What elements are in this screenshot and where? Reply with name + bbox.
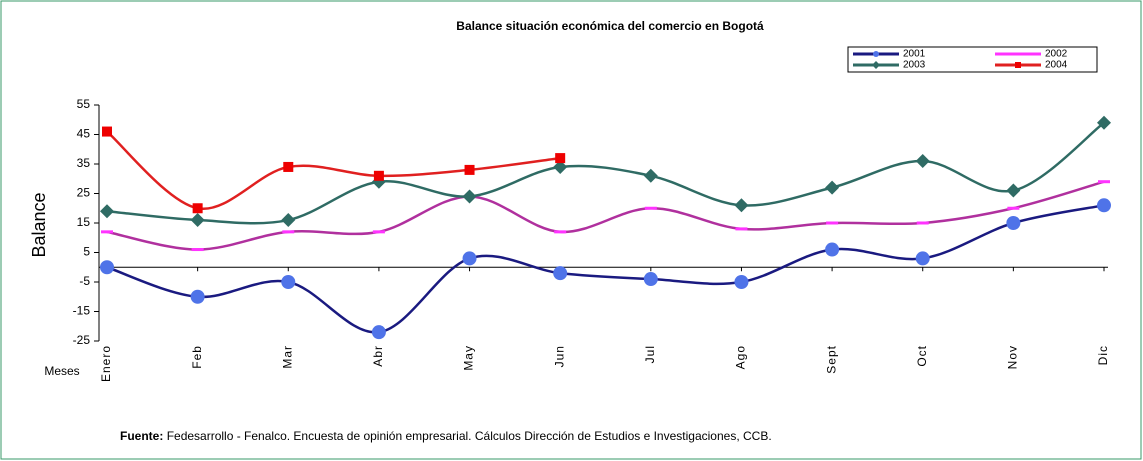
point [190,289,205,304]
y-tick-label: -15 [73,304,91,318]
x-tick-label: Enero [99,345,113,382]
point [464,164,475,175]
point [915,251,930,266]
x-tick-label: Ago [734,345,748,369]
point [281,213,296,228]
point [873,51,879,57]
chart-title: Balance situación económica del comercio… [456,19,764,33]
point [1006,183,1021,198]
legend [847,46,1098,73]
point [1006,216,1021,230]
source-text: Fedesarrollo - Fenalco. Encuesta de opin… [167,429,772,443]
point [281,275,296,289]
x-tick-label: Nov [1006,345,1020,369]
y-axis-label: Balance [29,192,49,257]
point [643,168,658,183]
y-tick-label: 45 [77,127,91,141]
point [915,154,930,169]
x-tick-label: Sept [824,345,838,374]
point [1015,62,1021,68]
y-tick-label: 15 [77,215,91,229]
point [102,126,112,137]
x-tick-label: Feb [190,345,204,369]
series-line [106,130,561,210]
series-line [106,180,1105,251]
point [373,170,384,181]
x-tick-label: Jun [552,345,566,367]
y-tick-label: 5 [83,245,90,259]
x-tick-label: May [462,345,476,371]
series-line [106,121,1105,225]
legend-label: 2002 [1045,49,1068,60]
x-axis-label: Meses [44,364,79,378]
legend-label: 2004 [1045,60,1068,71]
point [192,203,203,214]
point [462,251,477,266]
source-label: Fuente: [120,429,163,443]
point [553,266,568,281]
legend-label: 2001 [903,49,926,60]
point [100,204,114,219]
point [555,153,566,164]
point [553,159,568,174]
point [872,61,880,69]
point [1097,115,1111,130]
y-tick-label: 55 [77,97,91,111]
point [825,242,840,257]
source: Fuente: Fedesarrollo - Fenalco. Encuesta… [120,429,772,443]
legend-label: 2003 [903,60,926,71]
y-tick-label: 35 [77,156,91,170]
x-tick-label: Dic [1096,345,1110,365]
point [1097,198,1111,213]
point [371,325,386,340]
x-tick-label: Oct [915,345,929,367]
x-tick-label: Abr [371,345,385,367]
x-tick-label: Jul [643,345,657,363]
y-tick-label: 25 [77,186,91,200]
y-tick-label: -5 [79,274,90,288]
point [100,260,114,275]
x-tick-label: Mar [280,345,294,369]
point [643,272,658,287]
y-tick-label: -25 [73,333,91,347]
point [734,198,749,213]
point [734,275,749,289]
point [462,189,477,204]
point [283,161,294,172]
point [190,213,205,228]
point [825,180,840,195]
